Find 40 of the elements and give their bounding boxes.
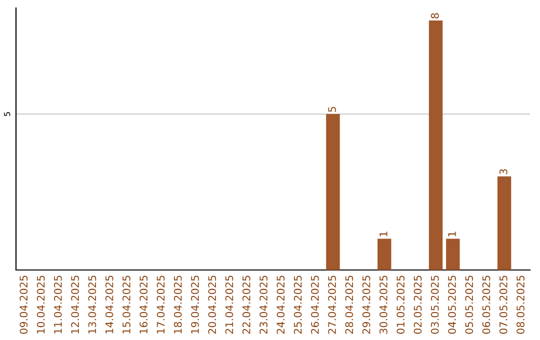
x-tick-label: 13.04.2025	[88, 276, 96, 334]
x-tick-label: 18.04.2025	[174, 276, 182, 334]
x-tick-label: 07.05.2025	[499, 276, 508, 334]
x-tick-label: 05.05.2025	[465, 276, 474, 334]
x-tick-label: 28.04.2025	[345, 276, 354, 334]
data-label: 1	[380, 232, 388, 236]
x-tick-label: 11.04.2025	[54, 276, 62, 334]
x-tick-label: 24.04.2025	[276, 276, 285, 334]
data-label: 1	[448, 232, 456, 236]
x-tick-label: 21.04.2025	[225, 276, 234, 334]
x-tick-label: 20.04.2025	[208, 276, 216, 334]
x-tick-label: 09.04.2025	[20, 276, 28, 334]
bar	[428, 20, 443, 270]
x-tick-label: 17.04.2025	[156, 276, 165, 334]
bar	[378, 238, 392, 270]
x-tick-label: 06.05.2025	[482, 276, 490, 334]
x-tick-label: 08.05.2025	[516, 276, 524, 334]
data-label: 3	[499, 169, 508, 174]
data-label: 8	[430, 13, 439, 18]
bar	[326, 114, 340, 270]
x-tick-label: 02.05.2025	[414, 276, 422, 334]
x-tick-label: 26.04.2025	[310, 276, 319, 334]
x-tick-label: 12.04.2025	[71, 276, 79, 334]
bar	[497, 176, 512, 270]
bar	[446, 238, 460, 270]
x-tick-label: 25.04.2025	[294, 276, 302, 334]
x-tick-label: 16.04.2025	[140, 276, 148, 334]
data-label: 5	[328, 106, 336, 112]
x-tick-label: 22.04.2025	[242, 276, 250, 334]
x-tick-label: 14.04.2025	[105, 276, 114, 334]
x-tick-label: 27.04.2025	[328, 276, 336, 334]
x-tick-label: 19.04.2025	[191, 276, 199, 334]
x-tick-label: 03.05.2025	[430, 276, 439, 334]
x-tick-label: 10.04.2025	[36, 276, 45, 334]
x-tick-label: 23.04.2025	[260, 276, 268, 334]
x-tick-label: 30.04.2025	[380, 276, 388, 334]
x-tick-label: 01.05.2025	[396, 276, 405, 334]
x-tick-label: 04.05.2025	[448, 276, 456, 334]
x-tick-label: 29.04.2025	[362, 276, 370, 334]
x-tick-label: 15.04.2025	[122, 276, 130, 334]
